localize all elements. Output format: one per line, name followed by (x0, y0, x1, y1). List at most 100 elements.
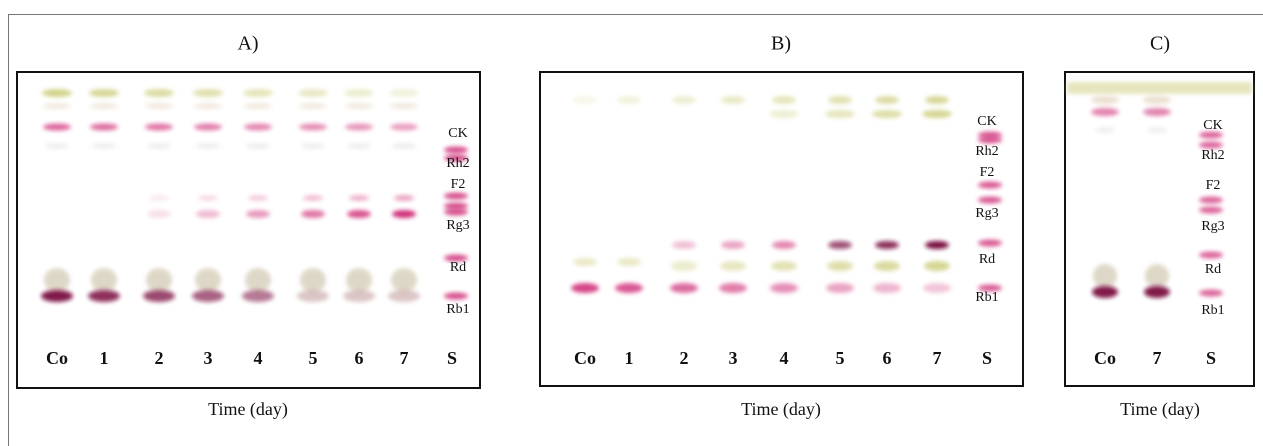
spot (245, 268, 271, 292)
lane-label: Co (574, 348, 596, 368)
standard-label: CK (448, 126, 467, 141)
spot (444, 293, 468, 300)
spot (922, 110, 952, 118)
spot (300, 268, 326, 292)
spot (571, 283, 599, 293)
spot (242, 290, 274, 302)
spot (41, 290, 73, 302)
spot (42, 89, 72, 97)
spot (193, 89, 223, 97)
spot (874, 261, 900, 271)
spot (299, 124, 327, 131)
standard-label: Rb1 (975, 290, 998, 305)
spot (90, 124, 118, 131)
spot (672, 241, 696, 249)
spot (391, 268, 417, 292)
spot (299, 103, 327, 109)
lane-label: S (447, 348, 457, 368)
spot (392, 143, 416, 149)
lane-label: 4 (254, 348, 263, 368)
spot (390, 103, 418, 109)
spot (617, 258, 641, 266)
spot (149, 195, 169, 201)
spot (828, 96, 852, 104)
spot (248, 195, 268, 201)
spot (444, 193, 468, 200)
spot (1095, 127, 1115, 133)
spot (1143, 96, 1171, 104)
spot (925, 96, 949, 104)
spot (923, 283, 951, 293)
spot (346, 268, 372, 292)
spot (828, 241, 852, 249)
lane-label: S (982, 348, 992, 368)
spot (146, 268, 172, 292)
spot (347, 210, 371, 218)
spot (244, 103, 272, 109)
solvent-front (1067, 82, 1252, 94)
spot (194, 103, 222, 109)
spot (301, 143, 325, 149)
spot (44, 268, 70, 292)
spot (147, 210, 171, 218)
spot (670, 283, 698, 293)
lane-label: 5 (836, 348, 845, 368)
spot (345, 103, 373, 109)
spot (978, 197, 1002, 204)
spot (394, 195, 414, 201)
lane-label: 4 (780, 348, 789, 368)
standard-label: F2 (1206, 178, 1221, 193)
spot (615, 283, 643, 293)
spot (147, 143, 171, 149)
spot (978, 240, 1002, 247)
spot (769, 110, 799, 118)
spot (392, 210, 416, 218)
lane-label: 6 (355, 348, 364, 368)
panel-title: B) (771, 33, 791, 55)
lane-label: S (1206, 348, 1216, 368)
spot (825, 110, 855, 118)
spot (388, 290, 420, 302)
standard-label: Rd (450, 260, 466, 275)
spot (1093, 264, 1117, 288)
lane-label: 2 (155, 348, 164, 368)
standard-label: CK (1203, 118, 1222, 133)
spot (444, 147, 468, 154)
plate (540, 72, 1023, 386)
spot (1092, 286, 1118, 298)
lane-label: 1 (100, 348, 109, 368)
standard-label: F2 (451, 177, 466, 192)
spot (827, 261, 853, 271)
spot (925, 241, 949, 249)
spot (196, 210, 220, 218)
x-axis-label: Time (day) (208, 399, 288, 420)
spot (192, 290, 224, 302)
spot (345, 124, 373, 131)
spot (89, 89, 119, 97)
spot (198, 195, 218, 201)
lane-label: 6 (883, 348, 892, 368)
spot (349, 195, 369, 201)
standard-label: Rb1 (1201, 303, 1224, 318)
lane-label: 3 (204, 348, 213, 368)
spot (144, 89, 174, 97)
spot (573, 258, 597, 266)
spot (872, 110, 902, 118)
spot (1199, 252, 1223, 259)
standard-label: Rg3 (975, 206, 998, 221)
spot (721, 241, 745, 249)
spot (1143, 108, 1171, 116)
spot (244, 124, 272, 131)
spot (1091, 108, 1119, 116)
standard-label: Rh2 (975, 144, 998, 159)
standard-label: Rh2 (446, 156, 469, 171)
spot (297, 290, 329, 302)
spot (672, 96, 696, 104)
spot (1091, 96, 1119, 104)
spot (671, 261, 697, 271)
figure: A)Co1234567SCKRh2F2Rg3RdRb1Time (day)B)C… (0, 0, 1263, 446)
spot (145, 124, 173, 131)
spot (617, 96, 641, 104)
spot (195, 268, 221, 292)
standard-label: Rg3 (446, 218, 469, 233)
